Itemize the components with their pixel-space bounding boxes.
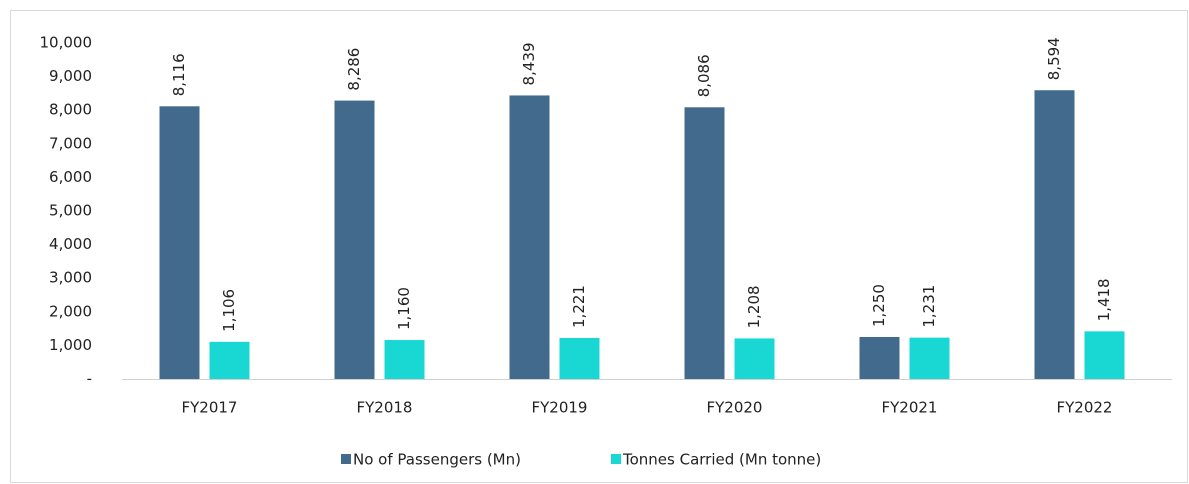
bar	[334, 100, 375, 380]
value-label: 8,286	[345, 48, 363, 91]
value-label: 8,439	[520, 42, 538, 85]
value-label: 1,221	[570, 285, 588, 328]
bar	[509, 95, 550, 380]
y-tick-label: 8,000	[49, 101, 92, 119]
y-tick-label: 6,000	[49, 168, 92, 186]
value-label: 1,160	[395, 287, 413, 330]
y-tick-label: 10,000	[40, 34, 93, 52]
legend-swatch	[341, 454, 351, 464]
legend-swatch	[611, 454, 621, 464]
bar	[909, 337, 950, 379]
value-label: 1,418	[1095, 278, 1113, 321]
x-tick-label: FY2019	[532, 399, 588, 417]
value-label: 1,208	[745, 285, 763, 328]
y-tick-label: 9,000	[49, 67, 92, 85]
legend-label: Tonnes Carried (Mn tonne)	[622, 451, 821, 469]
bar	[559, 337, 600, 379]
bar	[209, 341, 250, 379]
value-label: 1,250	[870, 284, 888, 327]
y-tick-label: 7,000	[49, 134, 92, 152]
value-label: 8,086	[695, 54, 713, 97]
x-tick-label: FY2017	[182, 399, 238, 417]
x-tick-label: FY2021	[882, 399, 938, 417]
chart-frame	[10, 10, 1188, 483]
y-tick-label: 4,000	[49, 235, 92, 253]
legend-label: No of Passengers (Mn)	[353, 451, 521, 469]
y-tick-label: 2,000	[49, 302, 92, 320]
bar	[384, 340, 425, 379]
value-label: 8,594	[1045, 37, 1063, 80]
value-label: 1,106	[220, 289, 238, 332]
bar	[734, 338, 775, 379]
x-tick-label: FY2018	[357, 399, 413, 417]
bar	[859, 337, 900, 379]
value-label: 8,116	[170, 53, 188, 96]
bar	[1084, 331, 1125, 379]
bar	[1034, 90, 1075, 379]
y-tick-label: 1,000	[49, 336, 92, 354]
x-tick-label: FY2022	[1057, 399, 1113, 417]
bar	[159, 106, 200, 379]
bar	[684, 107, 725, 380]
y-tick-label: 5,000	[49, 202, 92, 220]
y-tick-label: 3,000	[49, 269, 92, 287]
y-tick-label: -	[87, 370, 92, 388]
value-label: 1,231	[920, 285, 938, 328]
x-tick-label: FY2020	[707, 399, 763, 417]
